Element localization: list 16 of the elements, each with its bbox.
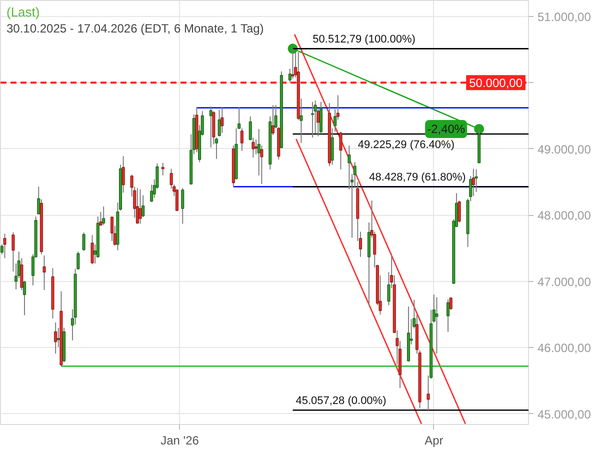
y-tick-label: 48.000,00 [538, 208, 592, 223]
annotation: 50.512,79 (100.00%) [312, 34, 416, 46]
annotation: 48.428,79 (61.80%) [369, 172, 466, 184]
y-tick-label: 51.000,00 [538, 10, 592, 24]
annotation: 49.225,29 (76.40%) [358, 138, 454, 151]
x-tick-label: Apr [424, 434, 444, 448]
annotation: -2,40% [427, 122, 466, 136]
y-tick-label: 47.000,00 [538, 274, 592, 289]
chart-title: (Last) [6, 4, 40, 20]
y-tick-label: 45.000,00 [538, 407, 592, 422]
x-tick-label: Jan '26 [160, 434, 200, 448]
annotation: 45.057,28 (0.00%) [296, 395, 386, 408]
y-tick-label: 49.000,00 [538, 142, 592, 156]
text: 30.10.2025 - 17.04.2026 (EDT, 6 Monate, 1 Tag) [6, 22, 264, 36]
y-tick-label: 46.000,00 [538, 341, 592, 356]
ref-line-label: 50.000,00 [469, 76, 523, 90]
